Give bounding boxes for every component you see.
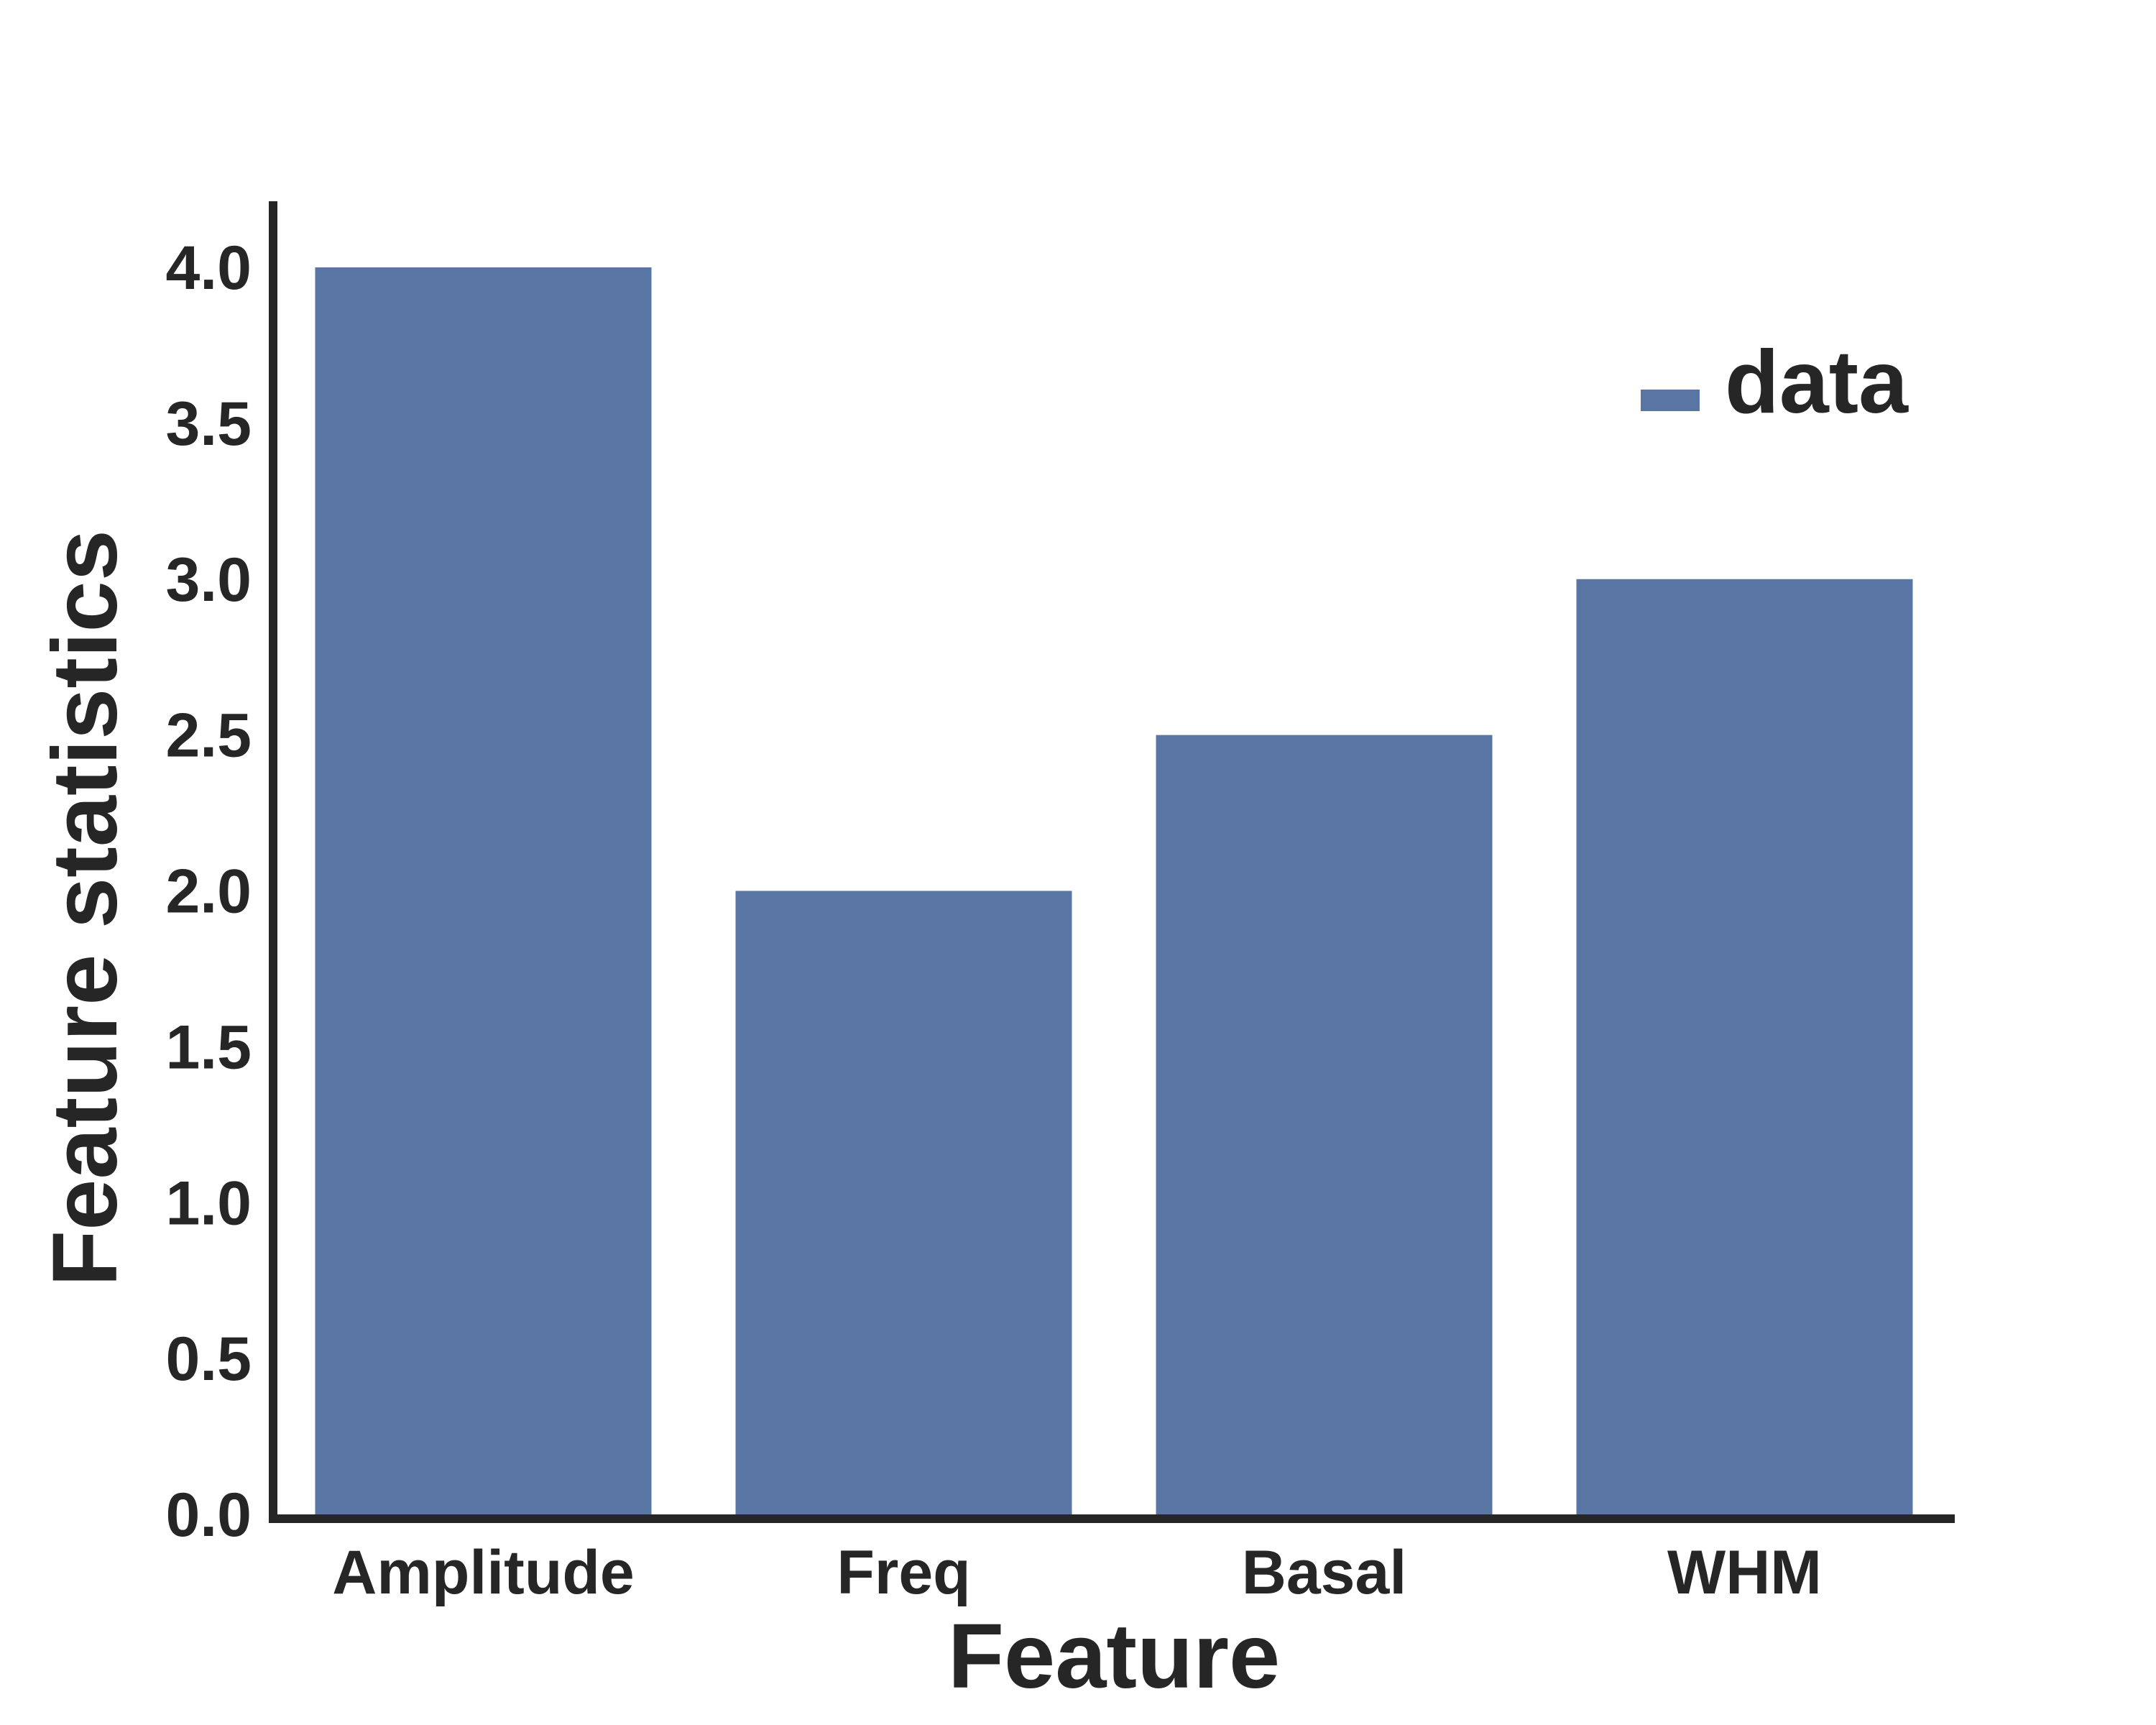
bar-basal bbox=[1156, 735, 1493, 1514]
y-tick-labels: 0.0 0.5 1.0 1.5 2.0 2.5 3.0 3.5 4.0 bbox=[165, 234, 252, 1550]
y-tick-label: 1.0 bbox=[165, 1169, 252, 1238]
x-tick-labels: Amplitude Freq Basal WHM bbox=[332, 1538, 1822, 1607]
bar-amplitude bbox=[315, 267, 652, 1514]
y-tick-label: 2.0 bbox=[165, 857, 252, 926]
y-axis-title: Feature statistics bbox=[34, 530, 137, 1287]
y-tick-label: 3.5 bbox=[165, 390, 252, 459]
x-tick-label: WHM bbox=[1667, 1538, 1822, 1607]
legend: data bbox=[1641, 333, 1909, 432]
y-tick-label: 0.0 bbox=[165, 1481, 252, 1550]
x-axis-title: Feature bbox=[948, 1605, 1280, 1708]
x-tick-label: Freq bbox=[837, 1538, 970, 1607]
legend-swatch bbox=[1641, 390, 1700, 411]
y-tick-label: 3.0 bbox=[165, 546, 252, 615]
bar-whm bbox=[1576, 579, 1913, 1514]
y-tick-label: 2.5 bbox=[165, 702, 252, 770]
legend-label: data bbox=[1725, 333, 1909, 432]
x-tick-label: Amplitude bbox=[332, 1538, 634, 1607]
y-tick-label: 1.5 bbox=[165, 1013, 252, 1082]
y-tick-label: 0.5 bbox=[165, 1325, 252, 1394]
x-tick-label: Basal bbox=[1242, 1538, 1407, 1607]
y-tick-label: 4.0 bbox=[165, 234, 252, 303]
bar-freq bbox=[735, 891, 1072, 1514]
axes-layer bbox=[269, 201, 1955, 1523]
bars-layer bbox=[315, 267, 1913, 1514]
